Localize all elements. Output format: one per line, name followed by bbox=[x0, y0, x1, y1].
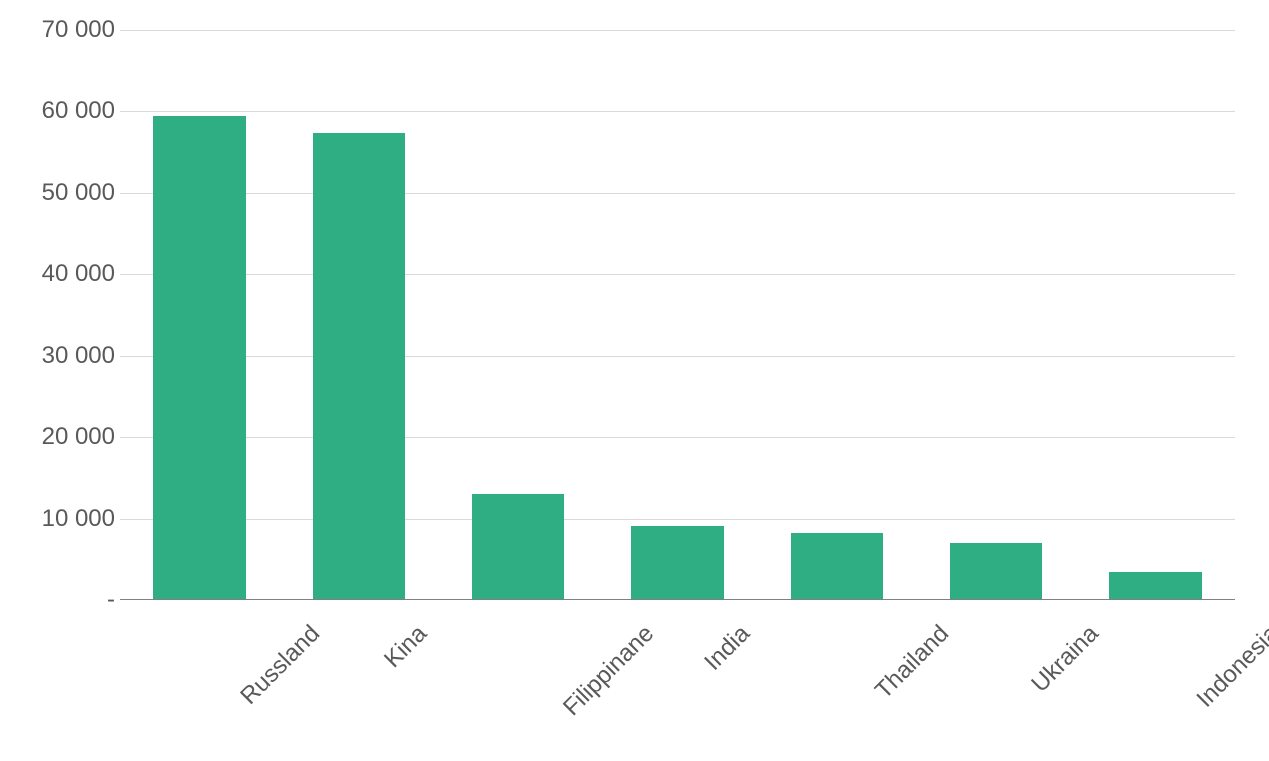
bar bbox=[631, 526, 723, 600]
y-tick-label: 10 000 bbox=[42, 505, 115, 533]
y-tick-label: 50 000 bbox=[42, 179, 115, 207]
x-axis-labels: Russland Kina Filippinane India Thailand Ukra… bbox=[120, 610, 1235, 750]
bar bbox=[472, 494, 564, 600]
bar bbox=[950, 543, 1042, 600]
y-axis: - 10 000 20 000 30 000 40 000 50 000 60 … bbox=[20, 30, 115, 600]
bars-layer bbox=[120, 30, 1235, 600]
x-tick-label: Russland bbox=[235, 620, 326, 711]
y-tick-label: 20 000 bbox=[42, 423, 115, 451]
bar bbox=[153, 116, 245, 601]
plot-area bbox=[120, 30, 1235, 600]
y-tick-label: - bbox=[107, 586, 115, 614]
bar-chart: - 10 000 20 000 30 000 40 000 50 000 60 … bbox=[20, 10, 1250, 751]
x-tick-label: India bbox=[699, 620, 756, 677]
bar bbox=[313, 133, 405, 600]
y-tick-label: 60 000 bbox=[42, 97, 115, 125]
bar bbox=[791, 533, 883, 600]
bar bbox=[1109, 572, 1201, 600]
x-tick-label: Thailand bbox=[870, 620, 955, 705]
y-tick-label: 70 000 bbox=[42, 16, 115, 44]
x-tick-label: Kina bbox=[379, 620, 433, 674]
x-tick-label: Ukraina bbox=[1026, 620, 1104, 698]
y-tick-label: 40 000 bbox=[42, 260, 115, 288]
x-axis-baseline bbox=[120, 599, 1235, 600]
x-tick-label: Indonesia bbox=[1192, 620, 1269, 713]
x-tick-label: Filippinane bbox=[558, 620, 660, 722]
y-tick-label: 30 000 bbox=[42, 342, 115, 370]
